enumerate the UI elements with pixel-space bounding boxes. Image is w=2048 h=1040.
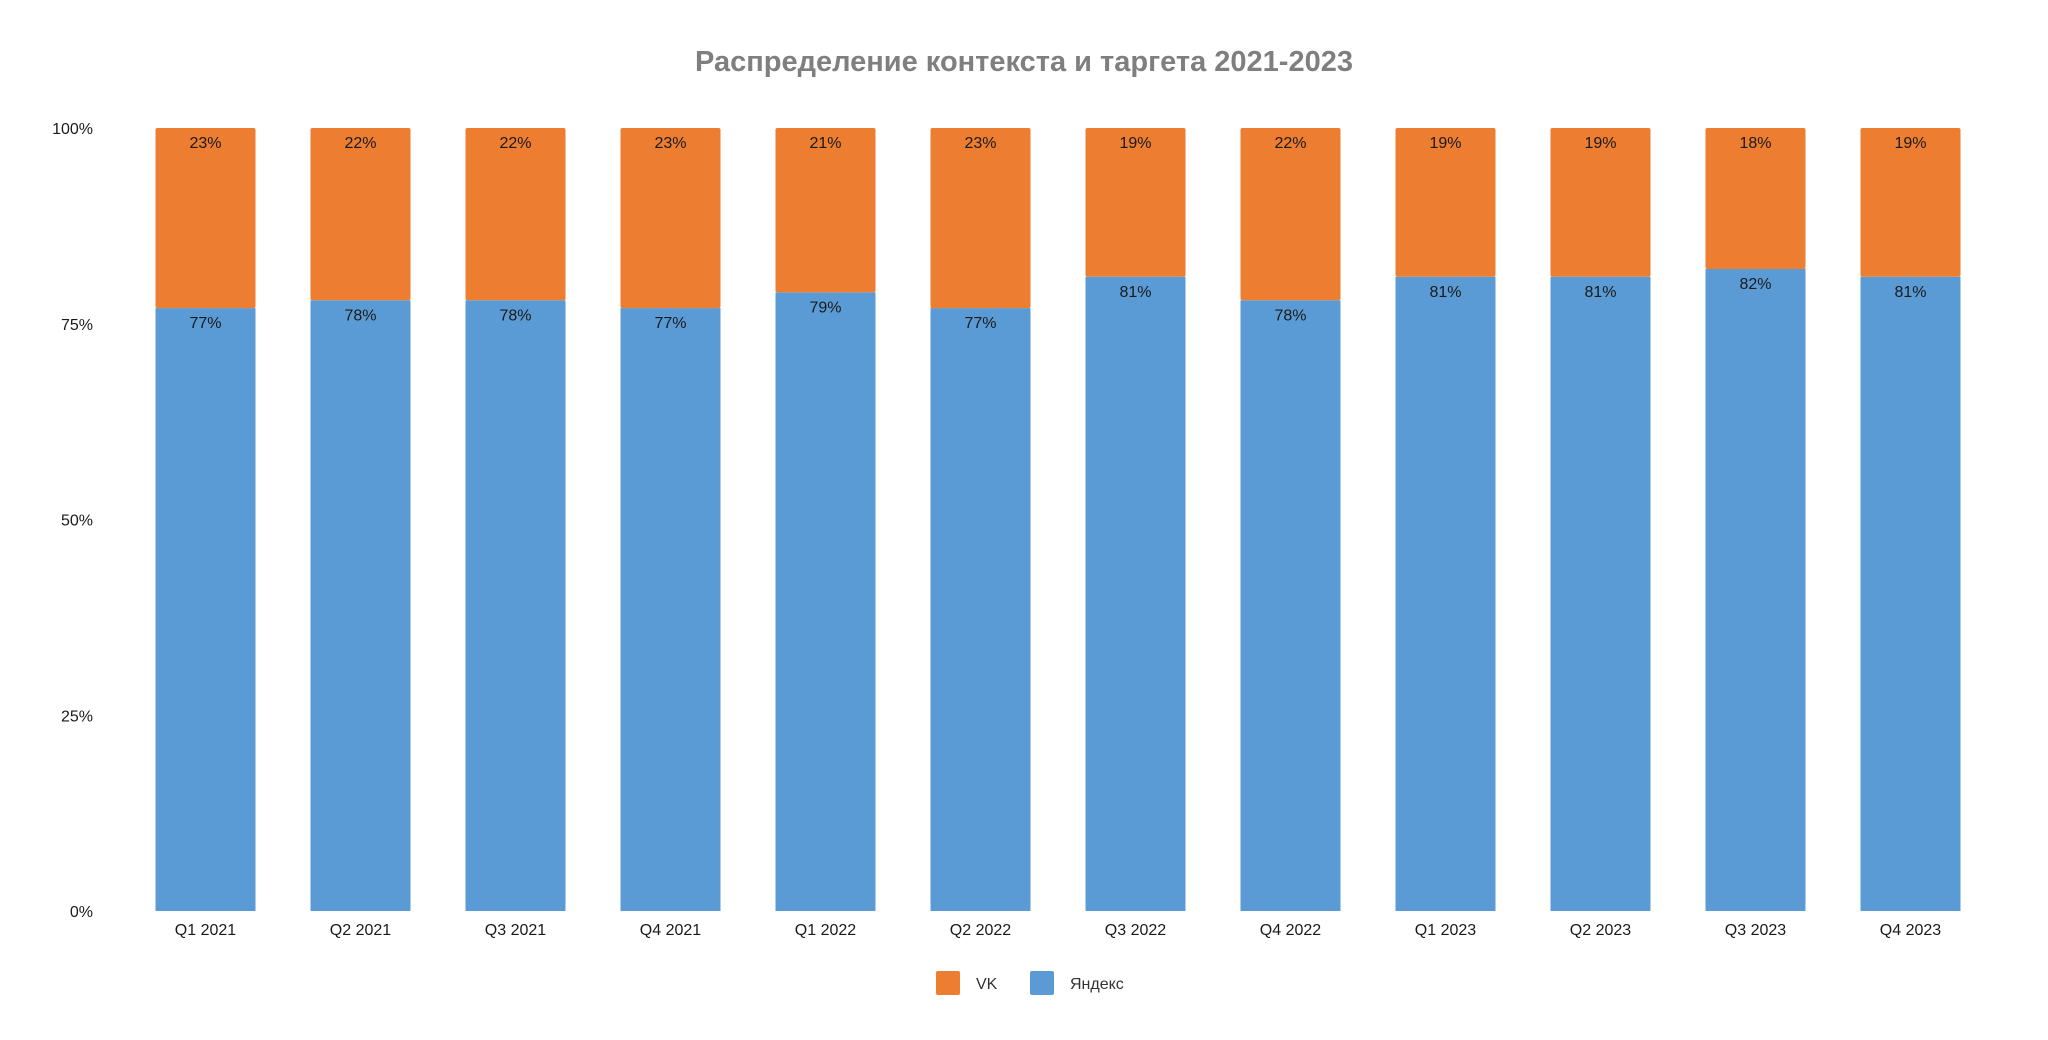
data-label-yandex: 78% — [1274, 307, 1306, 324]
x-category-label: Q4 2022 — [1260, 922, 1321, 939]
bar-segment-vk — [1550, 128, 1651, 277]
data-label-yandex: 77% — [654, 315, 686, 332]
data-label-yandex: 81% — [1119, 284, 1151, 301]
bar-segment-yandex — [1550, 276, 1651, 911]
y-tick-label: 0% — [70, 904, 93, 921]
data-label-vk: 23% — [964, 135, 996, 152]
data-label-yandex: 77% — [189, 315, 221, 332]
data-label-yandex: 81% — [1429, 284, 1461, 301]
data-label-yandex: 81% — [1894, 284, 1926, 301]
x-category-label: Q4 2023 — [1880, 922, 1941, 939]
bar-segment-vk — [1860, 128, 1961, 277]
bar-segment-vk — [930, 128, 1031, 309]
bar-segment-yandex — [1085, 276, 1186, 911]
data-label-vk: 19% — [1584, 135, 1616, 152]
legend-swatch-yandex — [1030, 971, 1054, 995]
x-category-label: Q2 2021 — [330, 922, 391, 939]
bar-segment-vk — [465, 128, 566, 301]
bar-segment-yandex — [775, 292, 876, 911]
data-label-yandex: 78% — [499, 307, 531, 324]
bar-segment-yandex — [310, 300, 411, 911]
data-label-vk: 19% — [1429, 135, 1461, 152]
data-label-vk: 19% — [1119, 135, 1151, 152]
bar-segment-vk — [1240, 128, 1341, 301]
legend-label-yandex: Яндекс — [1070, 976, 1124, 993]
x-category-label: Q2 2022 — [950, 922, 1011, 939]
y-tick-label: 50% — [61, 513, 93, 530]
legend-label-vk: VK — [976, 976, 998, 993]
data-label-yandex: 77% — [964, 315, 996, 332]
data-label-vk: 19% — [1894, 135, 1926, 152]
chart-title: Распределение контекста и таргета 2021-2… — [695, 46, 1353, 78]
x-category-label: Q2 2023 — [1570, 922, 1631, 939]
data-label-vk: 23% — [654, 135, 686, 152]
bar-segment-vk — [310, 128, 411, 301]
x-category-label: Q1 2021 — [175, 922, 236, 939]
bar-segment-yandex — [1860, 276, 1961, 911]
bar-segment-vk — [1395, 128, 1496, 277]
x-category-label: Q3 2021 — [485, 922, 546, 939]
x-category-label: Q3 2023 — [1725, 922, 1786, 939]
x-category-label: Q3 2022 — [1105, 922, 1166, 939]
bar-segment-yandex — [1240, 300, 1341, 911]
y-tick-label: 100% — [52, 121, 93, 138]
data-label-vk: 22% — [499, 135, 531, 152]
bar-segment-vk — [775, 128, 876, 293]
y-tick-label: 75% — [61, 317, 93, 334]
data-label-vk: 18% — [1739, 135, 1771, 152]
bar-segment-yandex — [620, 308, 721, 912]
bar-segment-yandex — [155, 308, 256, 912]
data-label-yandex: 82% — [1739, 276, 1771, 293]
bar-segment-yandex — [930, 308, 1031, 912]
bar-segment-vk — [1085, 128, 1186, 277]
bar-segment-yandex — [465, 300, 566, 911]
bar-segment-vk — [155, 128, 256, 309]
data-label-yandex: 79% — [809, 299, 841, 316]
y-tick-label: 25% — [61, 708, 93, 725]
x-category-label: Q1 2023 — [1415, 922, 1476, 939]
bar-segment-vk — [1705, 128, 1806, 269]
bar-segment-vk — [620, 128, 721, 309]
x-category-label: Q1 2022 — [795, 922, 856, 939]
data-label-vk: 22% — [1274, 135, 1306, 152]
data-label-vk: 23% — [189, 135, 221, 152]
data-label-vk: 22% — [344, 135, 376, 152]
data-label-yandex: 78% — [344, 307, 376, 324]
legend-swatch-vk — [936, 971, 960, 995]
data-label-yandex: 81% — [1584, 284, 1616, 301]
data-label-vk: 21% — [809, 135, 841, 152]
bar-segment-yandex — [1395, 276, 1496, 911]
bar-segment-yandex — [1705, 268, 1806, 911]
x-category-label: Q4 2021 — [640, 922, 701, 939]
